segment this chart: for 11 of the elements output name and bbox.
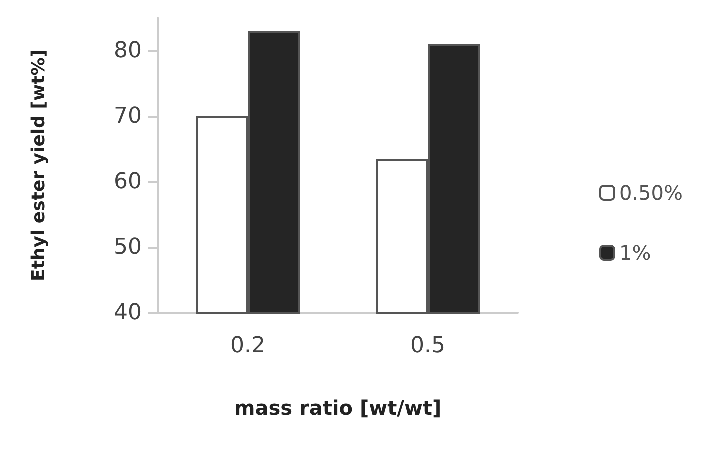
x-tick-label: 0.2 <box>230 334 266 358</box>
x-tick-label: 0.5 <box>410 334 446 358</box>
legend-label: 1% <box>619 241 652 265</box>
y-tick-label: 40 <box>114 300 142 326</box>
y-tick-label: 50 <box>114 234 142 260</box>
y-tick-label: 70 <box>114 104 142 129</box>
legend-label: 0.50% <box>619 181 684 205</box>
y-axis-title: Ethyl ester yield [wt%] <box>28 50 50 282</box>
x-axis-title: mass ratio [wt/wt] <box>234 396 442 420</box>
y-tick-label: 60 <box>114 169 142 194</box>
y-tick-label: 80 <box>114 38 142 64</box>
